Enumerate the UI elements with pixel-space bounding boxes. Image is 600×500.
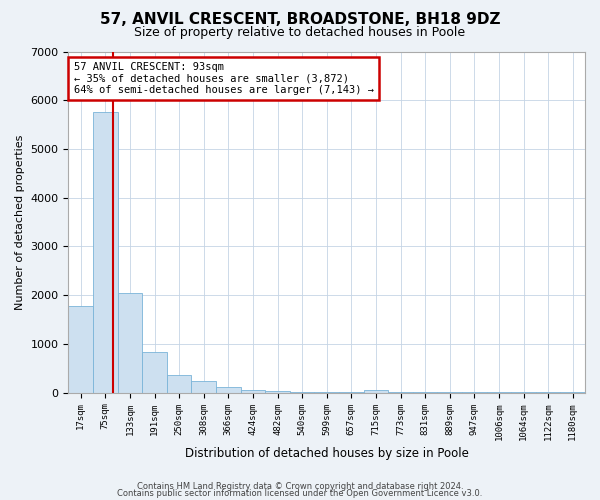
Bar [364, 390, 388, 392]
Bar [93, 112, 118, 392]
Text: Contains public sector information licensed under the Open Government Licence v3: Contains public sector information licen… [118, 490, 482, 498]
Bar [241, 390, 265, 392]
Text: 57, ANVIL CRESCENT, BROADSTONE, BH18 9DZ: 57, ANVIL CRESCENT, BROADSTONE, BH18 9DZ [100, 12, 500, 28]
Y-axis label: Number of detached properties: Number of detached properties [15, 134, 25, 310]
Bar [68, 306, 93, 392]
X-axis label: Distribution of detached houses by size in Poole: Distribution of detached houses by size … [185, 447, 469, 460]
Text: 57 ANVIL CRESCENT: 93sqm
← 35% of detached houses are smaller (3,872)
64% of sem: 57 ANVIL CRESCENT: 93sqm ← 35% of detach… [74, 62, 374, 95]
Text: Size of property relative to detached houses in Poole: Size of property relative to detached ho… [134, 26, 466, 39]
Bar [216, 388, 241, 392]
Text: Contains HM Land Registry data © Crown copyright and database right 2024.: Contains HM Land Registry data © Crown c… [137, 482, 463, 491]
Bar [265, 391, 290, 392]
Bar [191, 382, 216, 392]
Bar [142, 352, 167, 393]
Bar [167, 374, 191, 392]
Bar [118, 294, 142, 392]
